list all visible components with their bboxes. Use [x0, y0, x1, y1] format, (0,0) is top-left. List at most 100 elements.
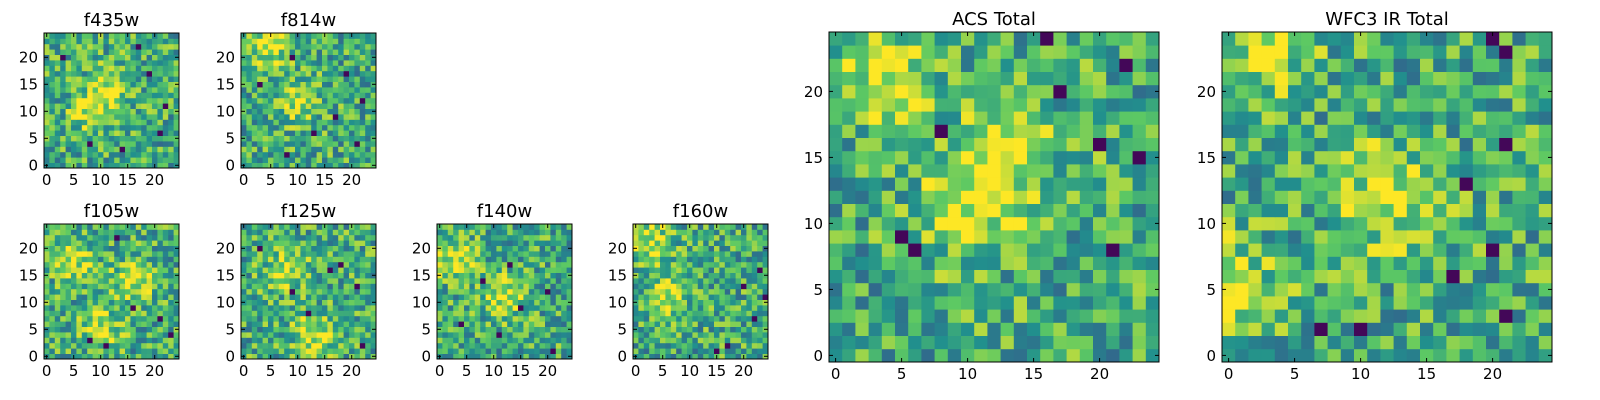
heatmap-cell — [1066, 322, 1081, 336]
heatmap-cell — [162, 87, 169, 93]
heatmap-cell — [284, 81, 290, 88]
heatmap-cell — [119, 224, 126, 230]
heatmap-cell — [453, 224, 459, 230]
heatmap-cell — [518, 256, 524, 263]
heatmap-cell — [295, 267, 301, 273]
heatmap-cell — [1525, 296, 1540, 310]
heatmap-cell — [125, 326, 131, 333]
heatmap-cell — [480, 234, 486, 241]
heatmap-cell — [152, 65, 158, 72]
heatmap-cell — [316, 321, 323, 327]
y-tick-label: 15 — [19, 267, 38, 285]
heatmap-cell — [561, 234, 567, 241]
heatmap-cell — [469, 224, 476, 230]
heatmap-cell — [157, 124, 164, 131]
heatmap-cell — [676, 229, 682, 236]
heatmap-cell — [665, 256, 672, 263]
heatmap-cell — [474, 310, 481, 317]
heatmap-cell — [534, 288, 540, 295]
heatmap-cell — [141, 60, 147, 66]
heatmap-cell — [934, 243, 949, 257]
heatmap-cell — [262, 240, 269, 246]
heatmap-cell — [442, 353, 449, 360]
heatmap-cell — [1380, 177, 1394, 191]
heatmap-cell — [697, 261, 704, 268]
heatmap-cell — [354, 261, 361, 268]
heatmap-cell — [1079, 124, 1094, 138]
heatmap-cell — [305, 326, 312, 333]
heatmap-cell — [633, 256, 639, 263]
heatmap-cell — [480, 342, 486, 349]
heatmap-cell — [125, 38, 131, 45]
heatmap-cell — [76, 283, 83, 290]
heatmap-cell — [512, 342, 519, 349]
heatmap-cell — [868, 190, 883, 204]
heatmap-cell — [268, 240, 274, 246]
heatmap-cell — [507, 299, 513, 306]
heatmap-cell — [130, 114, 137, 120]
heatmap-cell — [125, 81, 131, 88]
heatmap-cell — [555, 315, 562, 322]
heatmap-cell — [332, 353, 339, 360]
heatmap-cell — [1248, 203, 1262, 218]
heatmap-cell — [327, 348, 334, 354]
heatmap-cell — [354, 229, 361, 236]
heatmap-cell — [1053, 150, 1067, 165]
heatmap-cell — [447, 224, 454, 230]
heatmap-cell — [98, 114, 104, 120]
heatmap-cell — [44, 97, 50, 104]
heatmap-cell — [49, 92, 56, 99]
heatmap-cell — [92, 162, 99, 169]
heatmap-cell — [173, 114, 180, 120]
heatmap-cell — [842, 348, 856, 363]
heatmap-cell — [550, 224, 557, 230]
heatmap-cell — [829, 269, 843, 284]
heatmap-cell — [349, 49, 355, 55]
heatmap-cell — [162, 240, 169, 246]
heatmap-cell — [332, 256, 339, 263]
heatmap-cell — [480, 267, 486, 273]
heatmap-cell — [354, 87, 361, 93]
heatmap-cell — [561, 305, 567, 311]
heatmap-cell — [370, 38, 377, 45]
heatmap-cell — [162, 135, 169, 142]
heatmap-cell — [289, 299, 296, 306]
heatmap-cell — [365, 81, 371, 88]
heatmap-cell — [474, 251, 481, 257]
heatmap-cell — [370, 305, 377, 311]
heatmap-cell — [1027, 137, 1041, 152]
heatmap-cell — [327, 234, 334, 241]
heatmap-cell — [697, 272, 704, 279]
heatmap-cell — [60, 97, 66, 104]
heatmap-cell — [842, 256, 856, 270]
heatmap-cell — [464, 348, 470, 354]
heatmap-cell — [1525, 216, 1540, 231]
heatmap-cell — [528, 348, 535, 354]
heatmap-cell — [855, 203, 869, 218]
heatmap-cell — [692, 267, 699, 273]
heatmap-cell — [65, 119, 72, 126]
heatmap-cell — [681, 251, 688, 257]
heatmap-cell — [49, 229, 56, 236]
heatmap-cell — [1079, 256, 1094, 270]
heatmap-cell — [284, 245, 290, 252]
heatmap-cell — [295, 326, 301, 333]
heatmap-cell — [550, 342, 557, 349]
heatmap-cell — [447, 229, 454, 236]
heatmap-cell — [246, 81, 253, 88]
heatmap-cell — [54, 135, 61, 142]
heatmap-cell — [338, 283, 344, 290]
heatmap-cell — [278, 135, 285, 142]
heatmap-cell — [974, 177, 988, 191]
heatmap-cell — [289, 151, 296, 158]
heatmap-cell — [1222, 282, 1236, 297]
heatmap-cell — [268, 38, 274, 45]
heatmap-cell — [354, 234, 361, 241]
heatmap-cell — [316, 348, 323, 354]
heatmap-cell — [1093, 111, 1107, 125]
heatmap-cell — [1406, 190, 1421, 204]
heatmap-cell — [1132, 71, 1147, 86]
heatmap-cell — [157, 130, 164, 136]
heatmap-cell — [1420, 230, 1434, 244]
heatmap-cell — [746, 288, 753, 295]
